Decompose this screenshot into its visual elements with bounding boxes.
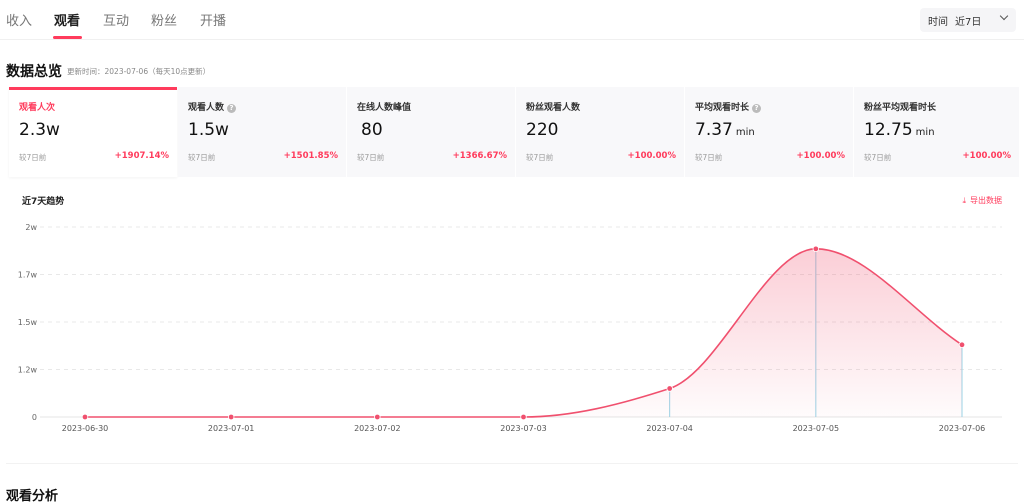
metric-unit: min: [735, 127, 755, 138]
area-fill: [85, 248, 962, 417]
watch-analysis-title: 观看分析: [6, 489, 59, 503]
metric-label-wrap: 平均观看时长?: [695, 100, 762, 113]
y-tick-label: 1.5w: [18, 318, 38, 327]
metric-compare-label: 较7日前: [357, 153, 385, 162]
data-point[interactable]: [227, 413, 235, 421]
x-tick-label: 2023-07-03: [500, 424, 547, 433]
metric-delta: +100.00%: [962, 151, 1011, 161]
tab-fans[interactable]: 粉丝: [151, 14, 178, 29]
data-point[interactable]: [520, 413, 527, 421]
y-tick-label: 1.2w: [18, 366, 38, 375]
metric-compare-label: 较7日前: [19, 153, 47, 162]
time-range-select[interactable]: 时间 近7日: [920, 8, 1016, 32]
download-icon: ⤓: [962, 196, 966, 205]
data-point[interactable]: [81, 413, 89, 421]
overview-title: 数据总览: [6, 64, 62, 80]
metric-value: 12.75: [864, 120, 913, 140]
chevron-down-icon: [999, 11, 1009, 21]
x-tick-label: 2023-06-30: [62, 424, 109, 433]
metric-compare-label: 较7日前: [864, 153, 892, 162]
metric-card-fan-avg-watch-time[interactable]: 粉丝平均观看时长 12.75 min 较7日前 +100.00%: [854, 87, 1019, 177]
active-tab-underline: [53, 36, 82, 39]
y-tick-label: 1.7w: [18, 271, 38, 280]
metric-card-peak-online[interactable]: 在线人数峰值 80 较7日前 +1366.67%: [347, 87, 515, 177]
tab-income[interactable]: 收入: [6, 14, 33, 29]
metric-card-watch-times[interactable]: 观看人次 2.3w 较7日前 +1907.14%: [9, 87, 177, 177]
metric-label: 粉丝平均观看时长: [864, 103, 937, 113]
export-data-label: 导出数据: [970, 196, 1002, 205]
metric-cards: 观看人次 2.3w 较7日前 +1907.14% 观看人数? 1.5w 较7日前…: [9, 87, 1019, 177]
metric-delta: +1501.85%: [283, 151, 338, 161]
data-point[interactable]: [374, 413, 381, 421]
data-point[interactable]: [812, 245, 820, 253]
metric-value-wrap: 12.75 min: [864, 120, 935, 140]
metric-label: 粉丝观看人数: [526, 103, 581, 113]
metric-label-wrap: 观看人数?: [188, 100, 237, 113]
data-point[interactable]: [958, 341, 966, 348]
metric-card-avg-watch-time[interactable]: 平均观看时长? 7.37 min 较7日前 +100.00%: [685, 87, 853, 177]
x-tick-label: 2023-07-01: [208, 424, 255, 433]
x-tick-label: 2023-07-06: [939, 424, 986, 433]
time-range-value: 近7日: [955, 16, 982, 28]
metric-value: 2.3w: [19, 120, 60, 140]
metric-value: 7.37: [695, 120, 733, 140]
metric-compare-label: 较7日前: [695, 153, 723, 162]
metric-card-viewers[interactable]: 观看人数? 1.5w 较7日前 +1501.85%: [178, 87, 346, 177]
metric-delta: +100.00%: [796, 151, 845, 161]
metric-delta: +100.00%: [627, 151, 676, 161]
tab-interaction[interactable]: 互动: [103, 14, 130, 29]
metric-compare-label: 较7日前: [188, 153, 216, 162]
x-tick-label: 2023-07-05: [793, 424, 840, 433]
metric-card-fan-viewers[interactable]: 粉丝观看人数 220 较7日前 +100.00%: [516, 87, 684, 177]
metric-label: 观看人数: [188, 103, 225, 113]
tab-watch[interactable]: 观看: [54, 14, 81, 29]
metric-value-wrap: 7.37 min: [695, 120, 755, 140]
metric-value: 1.5w: [188, 120, 229, 140]
trend-line-chart[interactable]: 0 1.2w 1.5w 1.7w 2w 2023-06-30 2023-07-01 2023…: [0, 205, 1024, 440]
y-tick-label: 0: [32, 413, 37, 422]
metric-label: 观看人次: [19, 103, 56, 113]
section-divider: [6, 463, 1018, 464]
y-tick-label: 2w: [25, 223, 37, 232]
metric-delta: +1366.67%: [452, 151, 507, 161]
metric-compare-label: 较7日前: [526, 153, 554, 162]
metric-unit: min: [915, 127, 935, 138]
metric-label: 在线人数峰值: [357, 103, 412, 113]
update-time-note: 更新时间：2023-07-06（每天10点更新）: [67, 67, 211, 76]
tab-bar: 收入 观看 互动 粉丝 开播 时间 近7日: [0, 0, 1024, 40]
info-icon[interactable]: ?: [752, 104, 762, 113]
metric-value: 220: [526, 120, 559, 140]
time-range-label: 时间: [928, 16, 948, 28]
x-tick-label: 2023-07-02: [354, 424, 401, 433]
x-tick-label: 2023-07-04: [646, 424, 693, 433]
info-icon[interactable]: ?: [227, 104, 237, 113]
trend-chart-title: 近7天趋势: [22, 197, 65, 207]
tab-broadcast[interactable]: 开播: [200, 14, 227, 29]
export-data-button[interactable]: ⤓ 导出数据: [962, 195, 1002, 206]
metric-delta: +1907.14%: [114, 151, 169, 161]
metric-label: 平均观看时长: [695, 103, 750, 113]
metric-value: 80: [361, 120, 383, 140]
data-point[interactable]: [666, 385, 673, 392]
